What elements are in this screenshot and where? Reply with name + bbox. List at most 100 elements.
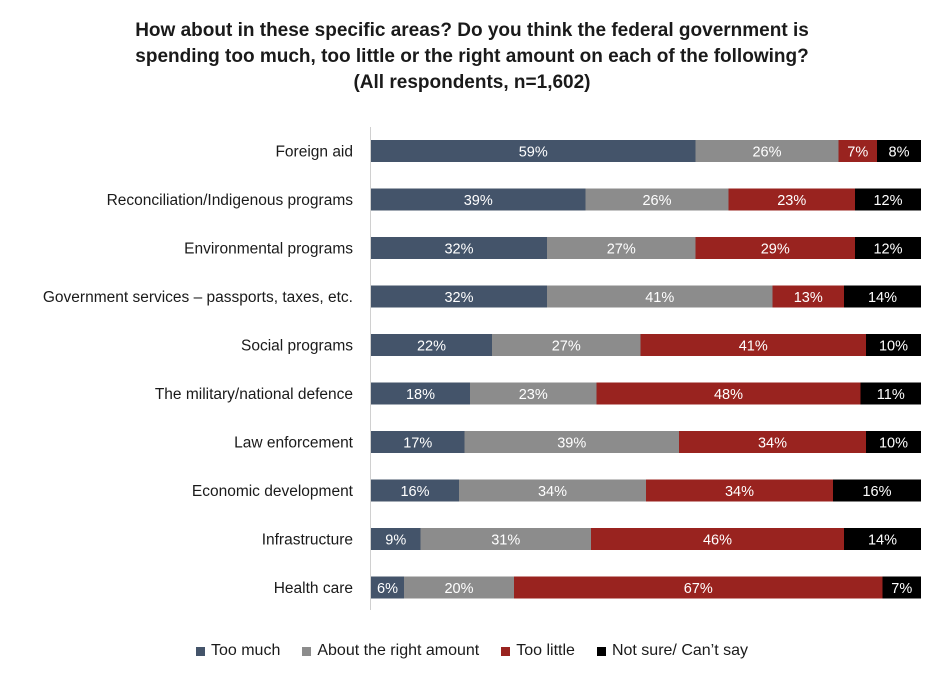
data-label-row-3-series-2: 13% [794,290,823,306]
bar-segment-row-8-series-0 [371,528,421,550]
category-label: Foreign aid [275,144,353,161]
data-label-row-8-series-1: 31% [491,533,520,549]
legend-swatch-not-sure [596,646,606,656]
data-label-row-0-series-2: 7% [847,145,868,161]
data-label-row-5-series-0: 18% [406,387,435,403]
data-label-row-5-series-2: 48% [714,387,743,403]
chart-title-line-1: How about in these specific areas? Do yo… [135,20,809,41]
category-label: Economic development [192,483,354,500]
bar-segment-row-4-series-1 [492,334,641,356]
bar-segment-row-7-series-0 [371,479,459,502]
bar-segment-row-4-series-0 [371,334,492,356]
legend: Too much About the right amount Too litt… [0,642,944,660]
stacked-bar-chart: Foreign aid 59% 26% 7% 8% Reconciliation/Indi… [43,127,921,610]
category-label: Health care [274,580,353,597]
bar-segment-row-9-series-0 [371,576,404,599]
data-label-row-2-series-3: 12% [873,242,902,258]
bar-segment-row-6-series-1 [464,431,679,453]
data-label-row-1-series-2: 23% [777,193,806,209]
legend-item-right-amount: About the right amount [302,642,479,660]
data-label-row-4-series-3: 10% [879,339,908,355]
bar-segment-row-6-series-0 [371,431,465,453]
data-label-row-0-series-1: 26% [752,145,781,161]
bar-segment-row-3-series-3 [844,285,921,308]
category-label: Environmental programs [184,241,353,258]
bar-segment-row-8-series-3 [844,528,921,550]
data-label-row-9-series-1: 20% [444,581,473,597]
data-label-row-7-series-3: 16% [862,484,891,500]
bar-segment-row-4-series-3 [866,334,921,356]
bar-segment-row-4-series-2 [640,334,866,356]
bar-segment-row-3-series-0 [371,285,547,308]
data-label-row-3-series-1: 41% [645,290,674,306]
data-label-row-2-series-1: 27% [607,242,636,258]
legend-label-not-sure: Not sure/ Can’t say [611,642,749,659]
bar-segment-row-2-series-1 [547,237,696,259]
data-label-row-6-series-0: 17% [403,436,432,452]
bar-segment-row-6-series-2 [679,431,866,453]
data-label-row-2-series-2: 29% [761,242,790,258]
bar-segment-row-9-series-1 [404,576,514,599]
bar-segment-row-1-series-1 [585,188,729,211]
legend-swatch-too-much [195,646,205,656]
data-label-row-5-series-1: 23% [519,387,548,403]
bar-segment-row-7-series-2 [646,479,833,502]
chart-title-line-2: spending too much, too little or the rig… [135,46,809,67]
bar-segment-row-7-series-3 [833,479,921,502]
data-label-row-7-series-2: 34% [725,484,754,500]
data-label-row-2-series-0: 32% [444,242,473,258]
data-label-row-7-series-0: 16% [400,484,429,500]
category-label: Infrastructure [262,532,353,549]
category-label: The military/national defence [155,386,353,403]
bar-segment-row-1-series-2 [728,188,855,211]
bar-segment-row-2-series-3 [855,237,921,259]
legend-label-right-amount: About the right amount [317,642,480,659]
data-label-row-0-series-3: 8% [889,145,910,161]
legend-item-not-sure: Not sure/ Can’t say [596,642,749,660]
data-label-row-9-series-2: 67% [684,581,713,597]
bar-segment-row-5-series-3 [860,382,921,405]
legend-label-too-much: Too much [210,642,281,659]
data-label-row-1-series-0: 39% [464,193,493,209]
bar-segment-row-5-series-0 [371,382,470,405]
data-label-row-5-series-3: 11% [877,387,905,403]
legend-swatch-right-amount [302,646,312,656]
bar-segment-row-9-series-2 [514,576,883,599]
data-label-row-4-series-2: 41% [739,339,768,355]
data-label-row-8-series-3: 14% [868,533,897,549]
bar-segment-row-9-series-3 [882,576,921,599]
data-label-row-4-series-0: 22% [417,339,446,355]
bar-segment-row-8-series-1 [420,528,591,550]
data-label-row-1-series-3: 12% [873,193,902,209]
category-label: Reconciliation/Indigenous programs [107,192,354,209]
bar-segment-row-6-series-3 [866,431,921,453]
bar-segment-row-2-series-2 [695,237,855,259]
category-label: Law enforcement [234,435,354,452]
data-label-row-0-series-0: 59% [519,145,548,161]
bar-segment-row-5-series-1 [470,382,597,405]
bar-segment-row-1-series-3 [855,188,921,211]
category-label: Social programs [241,338,353,355]
legend-item-too-little: Too little [501,642,575,660]
data-label-row-1-series-1: 26% [642,193,671,209]
data-label-row-3-series-0: 32% [444,290,473,306]
bar-segment-row-3-series-2 [772,285,844,308]
category-label: Government services – passports, taxes, … [43,289,353,306]
legend-swatch-too-little [501,646,511,656]
data-label-row-8-series-2: 46% [703,533,732,549]
data-label-row-8-series-0: 9% [385,533,406,549]
bar-segment-row-1-series-0 [371,188,586,211]
legend-item-too-much: Too much [195,642,281,660]
bar-segment-row-7-series-1 [459,479,646,502]
data-label-row-9-series-0: 6% [377,581,398,597]
data-label-row-9-series-3: 7% [891,581,912,597]
chart-title-line-3: (All respondents, n=1,602) [353,72,591,93]
bar-segment-row-0-series-1 [695,140,839,162]
bar-segment-row-0-series-0 [371,140,696,162]
data-label-row-3-series-3: 14% [868,290,897,306]
bar-segment-row-3-series-1 [547,285,773,308]
data-label-row-7-series-1: 34% [538,484,567,500]
data-label-row-4-series-1: 27% [552,339,581,355]
data-label-row-6-series-1: 39% [557,436,586,452]
data-label-row-6-series-3: 10% [879,436,908,452]
